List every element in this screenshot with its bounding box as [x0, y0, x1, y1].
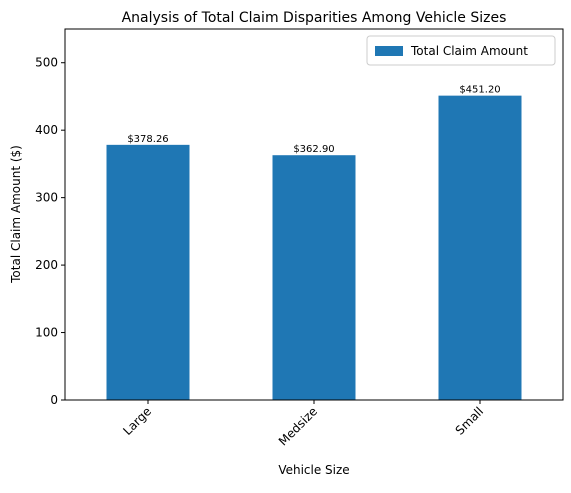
- bar-large: [106, 144, 190, 400]
- bar-medsize: [272, 155, 356, 400]
- bar-small: [438, 95, 522, 401]
- y-tick-label: 100: [35, 326, 58, 340]
- data-label-small: $451.20: [459, 85, 500, 96]
- x-tick-label-medsize: Medsize: [276, 404, 320, 448]
- legend-swatch: [375, 46, 403, 56]
- legend-box: [366, 35, 556, 66]
- data-label-medsize: $362.90: [293, 144, 334, 155]
- legend: Total Claim Amount: [366, 35, 556, 66]
- plot-area: $378.26 $362.90 $451.20 0 100 200 300 400 500 Lar…: [35, 28, 564, 449]
- y-tick-label: 400: [35, 123, 58, 137]
- y-tick-label: 500: [35, 56, 58, 70]
- y-tick-label: 300: [35, 191, 58, 205]
- legend-label: Total Claim Amount: [410, 44, 528, 58]
- x-tick-label-large: Large: [120, 404, 154, 438]
- y-tick-label: 200: [35, 258, 58, 272]
- data-label-large: $378.26: [127, 134, 168, 145]
- y-axis-label: Total Claim Amount ($): [9, 145, 23, 284]
- y-tick-label: 0: [50, 393, 58, 407]
- x-axis-label: Vehicle Size: [278, 463, 349, 477]
- chart-title: Analysis of Total Claim Disparities Amon…: [122, 10, 507, 26]
- x-tick-label-small: Small: [453, 404, 486, 437]
